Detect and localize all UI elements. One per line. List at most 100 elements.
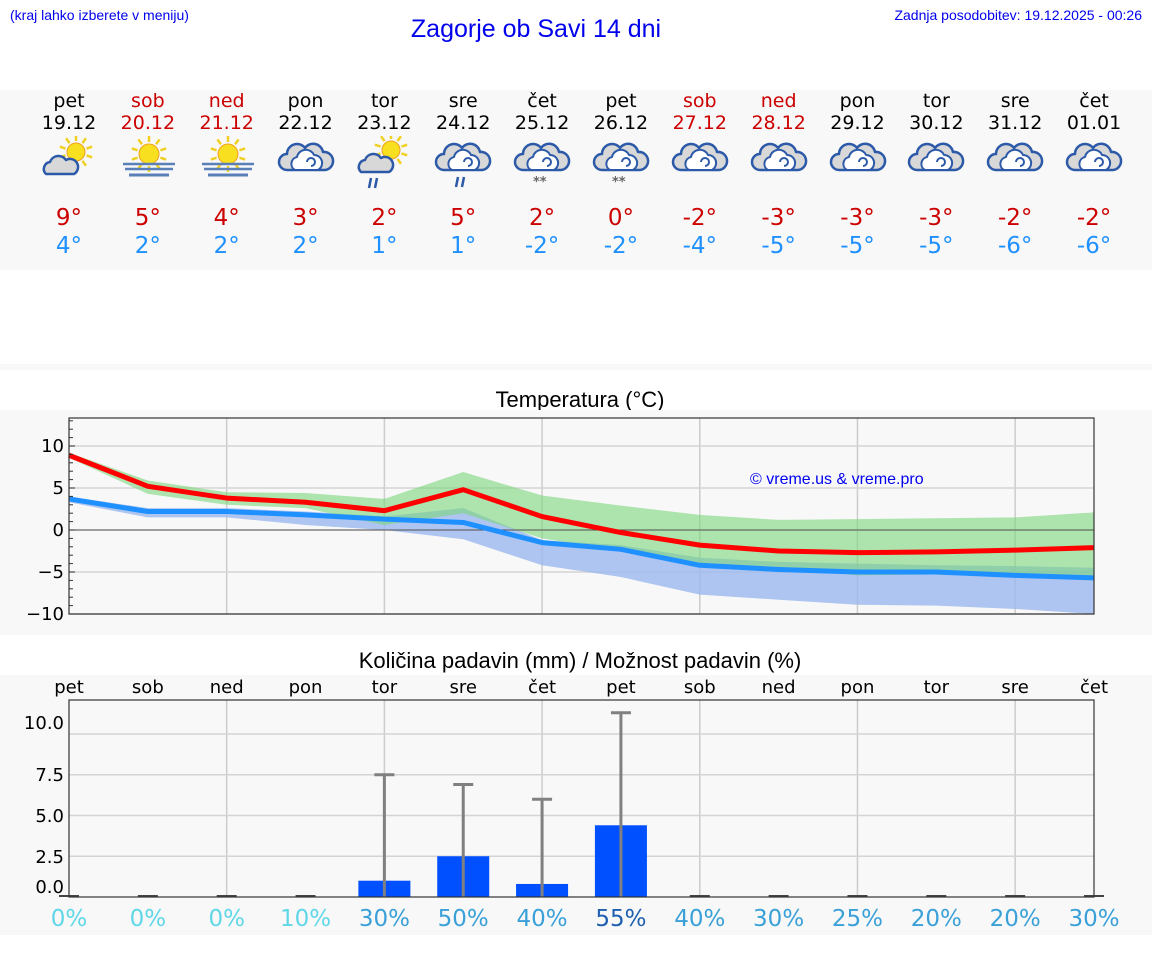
day-label: pet bbox=[606, 677, 636, 698]
day-forecast: sob 20.12 5° 2° bbox=[109, 90, 187, 260]
day-forecast: ned 21.12 4° 2° bbox=[188, 90, 266, 260]
day-name: čet bbox=[527, 90, 557, 112]
day-forecast: pet 19.12 9° 4° bbox=[30, 90, 108, 260]
min-temp: 2° bbox=[134, 233, 161, 259]
cloudy-icon bbox=[897, 136, 975, 196]
precip-probability: 0% bbox=[51, 906, 88, 932]
day-date: 21.12 bbox=[199, 112, 254, 134]
day-name: sob bbox=[131, 90, 165, 112]
day-forecast: tor 30.12 -3° -5° bbox=[897, 90, 975, 260]
precip-probability: 30% bbox=[1068, 906, 1119, 932]
day-label: ned bbox=[210, 677, 244, 698]
precip-probability: 30% bbox=[753, 906, 804, 932]
day-label: tor bbox=[372, 677, 398, 698]
day-name: pet bbox=[53, 90, 85, 112]
day-forecast: tor 23.12 2° 1° bbox=[345, 90, 423, 260]
min-temp: 4° bbox=[55, 233, 83, 259]
day-date: 30.12 bbox=[909, 112, 964, 134]
cloudy-icon bbox=[661, 136, 739, 196]
max-temp: -2° bbox=[682, 205, 718, 231]
day-forecast: sre 24.12 5° 1° bbox=[424, 90, 502, 260]
min-temp: 2° bbox=[213, 233, 240, 259]
min-temp: 2° bbox=[292, 233, 319, 259]
day-label: tor bbox=[924, 677, 950, 698]
min-temp: 1° bbox=[371, 233, 398, 259]
day-date: 25.12 bbox=[514, 112, 570, 134]
day-date: 01.01 bbox=[1066, 112, 1122, 134]
precip-probability: 25% bbox=[832, 906, 883, 932]
min-temp: -5° bbox=[840, 233, 875, 259]
day-forecast: pet 26.12 ** 0° -2° bbox=[582, 90, 660, 260]
precipitation-chart: pet sob ned pon tor sre čet pet sob ned pon tor sre č… bbox=[24, 677, 1120, 932]
svg-text:**: ** bbox=[612, 175, 626, 190]
precip-probability: 40% bbox=[674, 906, 725, 932]
min-temp: -6° bbox=[1076, 233, 1112, 259]
day-date: 26.12 bbox=[593, 112, 649, 134]
y-tick-label: 0 bbox=[53, 520, 64, 541]
day-forecast: sre 31.12 -2° -6° bbox=[976, 90, 1054, 260]
day-label: sob bbox=[684, 677, 716, 698]
cloudy-icon bbox=[1055, 136, 1133, 196]
max-temp: 2° bbox=[371, 205, 398, 231]
day-name: pet bbox=[605, 90, 637, 112]
cloudy-icon bbox=[740, 136, 818, 196]
day-name: sre bbox=[448, 90, 478, 112]
location-hint: (kraj lahko izberete v meniju) bbox=[10, 7, 189, 23]
sun-fog-icon bbox=[188, 136, 266, 196]
day-label: sre bbox=[1001, 677, 1028, 698]
precip-probability: 10% bbox=[280, 906, 331, 932]
day-date: 23.12 bbox=[357, 112, 412, 134]
day-label: čet bbox=[528, 677, 556, 698]
day-forecast: čet 25.12 ** 2° -2° bbox=[503, 90, 581, 260]
day-name: tor bbox=[922, 90, 950, 112]
cloudy-rain-icon bbox=[424, 136, 502, 196]
min-temp: -4° bbox=[682, 233, 718, 259]
precip-probability: 0% bbox=[208, 906, 245, 932]
precip-probability: 55% bbox=[595, 906, 646, 932]
day-date: 29.12 bbox=[830, 112, 885, 134]
max-temp: -3° bbox=[761, 205, 796, 231]
day-name: sob bbox=[683, 90, 717, 112]
day-date: 24.12 bbox=[436, 112, 491, 134]
precipitation-chart-title: Količina padavin (mm) / Možnost padavin … bbox=[358, 648, 802, 673]
cloudy-icon bbox=[976, 136, 1054, 196]
day-label: ned bbox=[762, 677, 796, 698]
y-tick-label: 7.5 bbox=[35, 765, 64, 786]
cloudy-icon bbox=[267, 136, 345, 196]
precip-probability: 30% bbox=[359, 906, 410, 932]
day-forecast: pon 22.12 3° 2° bbox=[267, 90, 345, 260]
daily-forecast-strip: pet 19.12 9° 4° sob 20.12 5° 2° ned 21.1… bbox=[0, 90, 1152, 270]
day-name: pon bbox=[287, 90, 324, 112]
divider bbox=[0, 364, 1152, 370]
day-label: pet bbox=[54, 677, 84, 698]
partly-cloudy-icon bbox=[30, 136, 108, 196]
min-temp: 1° bbox=[450, 233, 477, 259]
day-forecast: ned 28.12 -3° -5° bbox=[740, 90, 818, 260]
min-temp: -6° bbox=[997, 233, 1033, 259]
cloudy-snow-icon: ** bbox=[503, 136, 581, 196]
y-tick-label: 5.0 bbox=[35, 806, 64, 827]
max-temp: 4° bbox=[213, 205, 240, 231]
precip-probability: 40% bbox=[517, 906, 568, 932]
max-temp-line bbox=[68, 452, 1095, 556]
max-temp: 5° bbox=[134, 205, 161, 231]
max-temp: 9° bbox=[55, 205, 83, 231]
precipitation-chart-panel: pet sob ned pon tor sre čet pet sob ned pon tor sre č… bbox=[0, 675, 1152, 935]
y-tick-label: 0.0 bbox=[35, 877, 64, 898]
day-date: 19.12 bbox=[41, 112, 97, 134]
watermark: © vreme.us & vreme.pro bbox=[750, 471, 924, 488]
max-temp: -3° bbox=[919, 205, 954, 231]
cloudy-icon bbox=[819, 136, 897, 196]
day-date: 31.12 bbox=[987, 112, 1043, 134]
day-date: 20.12 bbox=[120, 112, 176, 134]
day-label: sob bbox=[132, 677, 164, 698]
day-name: ned bbox=[760, 90, 797, 112]
cloudy-snow-icon: ** bbox=[582, 136, 660, 196]
day-label: pon bbox=[841, 677, 875, 698]
precip-probability: 20% bbox=[990, 906, 1041, 932]
day-forecast: sob 27.12 -2° -4° bbox=[661, 90, 739, 260]
day-name: sre bbox=[1000, 90, 1030, 112]
temperature-chart-title: Temperatura (°C) bbox=[495, 387, 665, 412]
day-forecast: pon 29.12 -3° -5° bbox=[819, 90, 897, 260]
y-tick-label: −10 bbox=[26, 604, 64, 625]
